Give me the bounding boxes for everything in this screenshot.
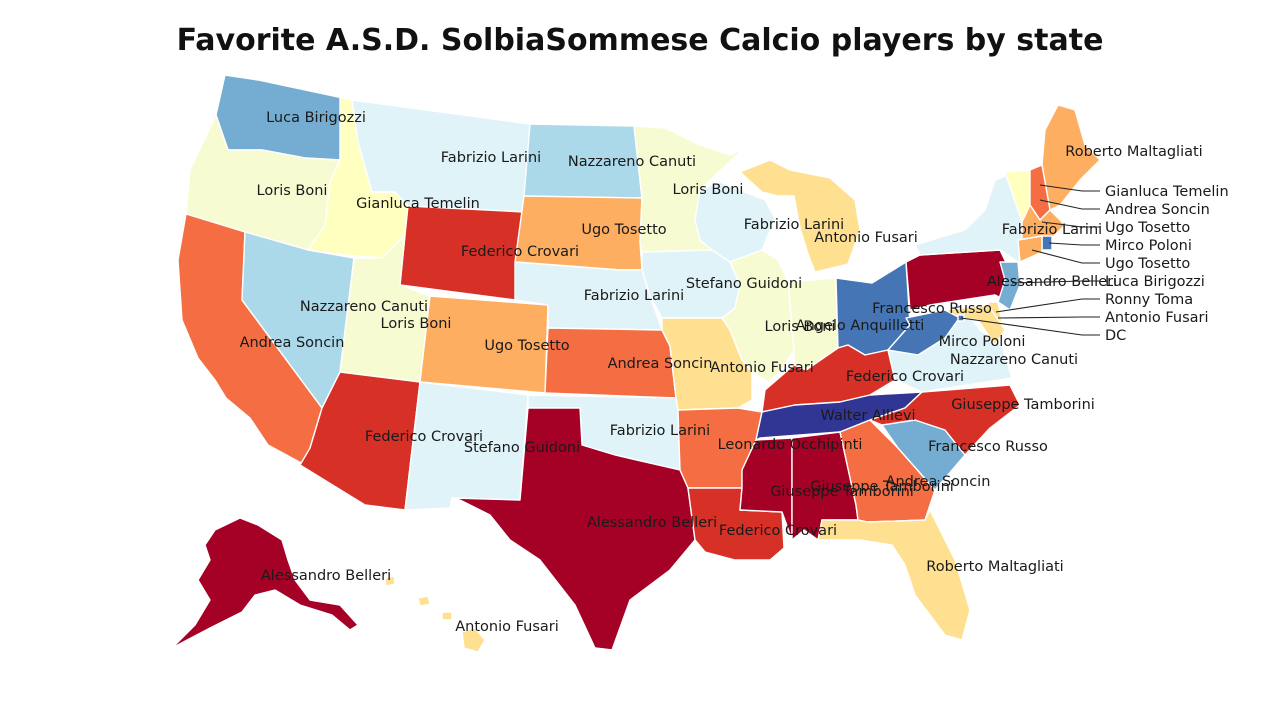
- callout-leader-line: [960, 317, 1100, 336]
- state-label-ut: Loris Boni: [381, 316, 452, 332]
- state-hi: [384, 575, 486, 653]
- state-nc: [869, 384, 1021, 456]
- state-label-ny: Fabrizio Larini: [1002, 222, 1102, 238]
- state-label-tn: Walter Allievi: [820, 408, 915, 424]
- state-label-wa: Luca Birigozzi: [266, 110, 366, 126]
- state-label-nd: Nazzareno Canuti: [568, 154, 696, 170]
- state-label-ne: Fabrizio Larini: [584, 288, 684, 304]
- callout-label: Gianluca Temelin: [1105, 184, 1229, 200]
- state-label-co: Ugo Tosetto: [484, 338, 569, 354]
- state-mi: [739, 159, 861, 273]
- callout-label: Luca Birigozzi: [1105, 274, 1205, 290]
- callout-leader-line: [1041, 221, 1100, 228]
- state-label-nm: Stefano Guidoni: [464, 440, 580, 456]
- callout-leader-line: [1048, 242, 1100, 246]
- states-layer: [171, 74, 1101, 653]
- state-label-la: Federico Crovari: [719, 523, 837, 539]
- state-label-hi: Antonio Fusari: [455, 619, 559, 635]
- state-label-mo: Antonio Fusari: [710, 360, 814, 376]
- callout-label: Ugo Tosetto: [1105, 256, 1190, 272]
- callout-leader-line: [995, 298, 1100, 313]
- state-tx: [451, 407, 696, 651]
- state-label-wv: Mirco Poloni: [939, 334, 1026, 350]
- state-label-mn: Loris Boni: [673, 182, 744, 198]
- state-label-ky: Federico Crovari: [846, 369, 964, 385]
- callout-leader-line: [997, 316, 1100, 319]
- state-label-mt: Fabrizio Larini: [441, 150, 541, 166]
- state-label-nc: Giuseppe Tamborini: [951, 397, 1095, 413]
- state-label-va: Nazzareno Canuti: [950, 352, 1078, 368]
- state-il: [721, 249, 795, 383]
- state-label-al: Giuseppe Tamborini: [810, 479, 954, 495]
- state-label-ga: Andrea Soncin: [886, 474, 991, 490]
- state-label-ia: Stefano Guidoni: [686, 276, 802, 292]
- state-label-id: Gianluca Temelin: [356, 196, 480, 212]
- callout-label: Ronny Toma: [1105, 292, 1193, 308]
- state-label-oh: Francesco Russo: [872, 301, 992, 317]
- callout-label: Ugo Tosetto: [1105, 220, 1190, 236]
- state-label-tx: Alessandro Belleri: [587, 515, 717, 531]
- state-label-wi: Fabrizio Larini: [744, 217, 844, 233]
- state-wy: [399, 205, 525, 301]
- state-label-fl: Roberto Maltagliati: [926, 559, 1063, 575]
- state-ct: [1017, 235, 1043, 263]
- callout-leader-line: [1031, 249, 1100, 264]
- state-label-nv: Nazzareno Canuti: [300, 299, 428, 315]
- state-label-il: Loris Boni: [765, 319, 836, 335]
- callout-label: Mirco Poloni: [1105, 238, 1192, 254]
- state-label-sc: Francesco Russo: [928, 439, 1048, 455]
- state-label-wy: Federico Crovari: [461, 244, 579, 260]
- state-label-me: Roberto Maltagliati: [1065, 144, 1202, 160]
- state-label-ok: Fabrizio Larini: [610, 423, 710, 439]
- callout-label: DC: [1105, 328, 1126, 344]
- callout-label: Antonio Fusari: [1105, 310, 1209, 326]
- labels-layer: Luca Birigozzi Loris Boni Andrea Soncin Gia…: [240, 110, 1203, 635]
- callout-leader-line: [1011, 280, 1100, 284]
- callout-leader-line: [1039, 184, 1100, 192]
- state-label-or: Loris Boni: [257, 183, 328, 199]
- map-title: Favorite A.S.D. SolbiaSommese Calcio pla…: [177, 23, 1104, 58]
- state-label-ms: Giuseppe Tamborini: [770, 484, 914, 500]
- callout-label: Andrea Soncin: [1105, 202, 1210, 218]
- callout-leader-line: [1039, 199, 1100, 210]
- state-label-ar: Leonardo Occhipinti: [718, 437, 863, 453]
- state-label-az: Federico Crovari: [365, 429, 483, 445]
- state-label-sd: Ugo Tosetto: [581, 222, 666, 238]
- state-ak: [171, 517, 359, 649]
- state-ms: [739, 437, 793, 541]
- state-label-ks: Andrea Soncin: [608, 356, 713, 372]
- state-label-mi: Antonio Fusari: [814, 230, 918, 246]
- state-wv: [887, 304, 966, 356]
- state-fl: [817, 509, 971, 641]
- callouts-layer: Gianluca Temelin Andrea Soncin Ugo Tosetto…: [960, 184, 1229, 344]
- state-label-ca: Andrea Soncin: [240, 335, 345, 351]
- state-label-ak: Alessandro Belleri: [261, 568, 391, 584]
- state-label-in: Angelo Anquilletti: [796, 318, 925, 334]
